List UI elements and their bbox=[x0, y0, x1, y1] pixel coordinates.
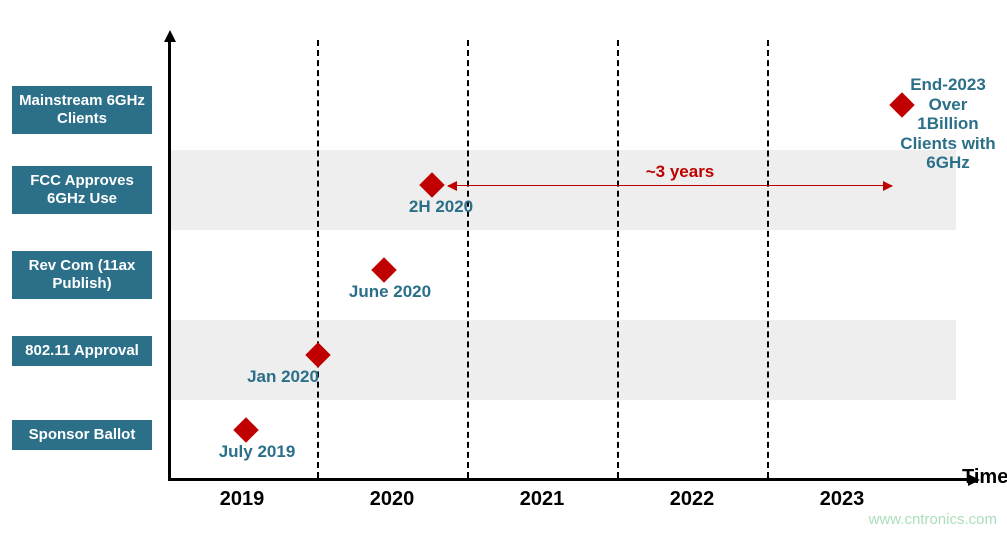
data-point-label: End-2023 Over 1Billion Clients with 6GHz bbox=[898, 75, 998, 173]
x-tick-label: 2019 bbox=[220, 488, 265, 511]
span-arrow-right-icon bbox=[883, 181, 893, 191]
gridline bbox=[467, 40, 469, 478]
gridline bbox=[317, 40, 319, 478]
row-band bbox=[168, 320, 956, 400]
x-tick-label: 2022 bbox=[670, 488, 715, 511]
data-point-label: July 2019 bbox=[212, 442, 302, 462]
watermark-text: www.cntronics.com bbox=[869, 511, 997, 528]
y-category-label: FCC Approves 6GHz Use bbox=[30, 172, 134, 207]
span-arrow-line bbox=[448, 185, 892, 186]
y-axis-arrow-icon bbox=[164, 30, 176, 42]
y-category-label: Rev Com (11ax Publish) bbox=[29, 257, 136, 292]
y-category-label: 802.11 Approval bbox=[25, 342, 139, 359]
y-category-label: Mainstream 6GHz Clients bbox=[19, 92, 145, 127]
y-category-label: Sponsor Ballot bbox=[29, 426, 136, 443]
span-label: ~3 years bbox=[646, 162, 715, 182]
x-tick-label: 2021 bbox=[520, 488, 565, 511]
data-point-label: Jan 2020 bbox=[238, 367, 328, 387]
gridline bbox=[617, 40, 619, 478]
y-category-mainstream: Mainstream 6GHz Clients bbox=[12, 86, 152, 134]
y-category-sponsor: Sponsor Ballot bbox=[12, 420, 152, 450]
y-category-approval: 802.11 Approval bbox=[12, 336, 152, 366]
data-point-marker bbox=[371, 257, 396, 282]
x-axis-line bbox=[168, 478, 970, 481]
data-point-marker bbox=[233, 417, 258, 442]
y-category-fcc: FCC Approves 6GHz Use bbox=[12, 166, 152, 214]
x-tick-label: 2023 bbox=[820, 488, 865, 511]
y-category-revcom: Rev Com (11ax Publish) bbox=[12, 251, 152, 299]
row-band bbox=[168, 150, 956, 230]
x-axis-title: Time bbox=[962, 466, 1007, 489]
timeline-chart: Mainstream 6GHz Clients FCC Approves 6GH… bbox=[0, 0, 1007, 534]
y-axis-line bbox=[168, 40, 171, 478]
data-point-label: June 2020 bbox=[340, 282, 440, 302]
span-arrow-left-icon bbox=[447, 181, 457, 191]
x-tick-label: 2020 bbox=[370, 488, 415, 511]
gridline bbox=[767, 40, 769, 478]
data-point-label: 2H 2020 bbox=[396, 197, 486, 217]
